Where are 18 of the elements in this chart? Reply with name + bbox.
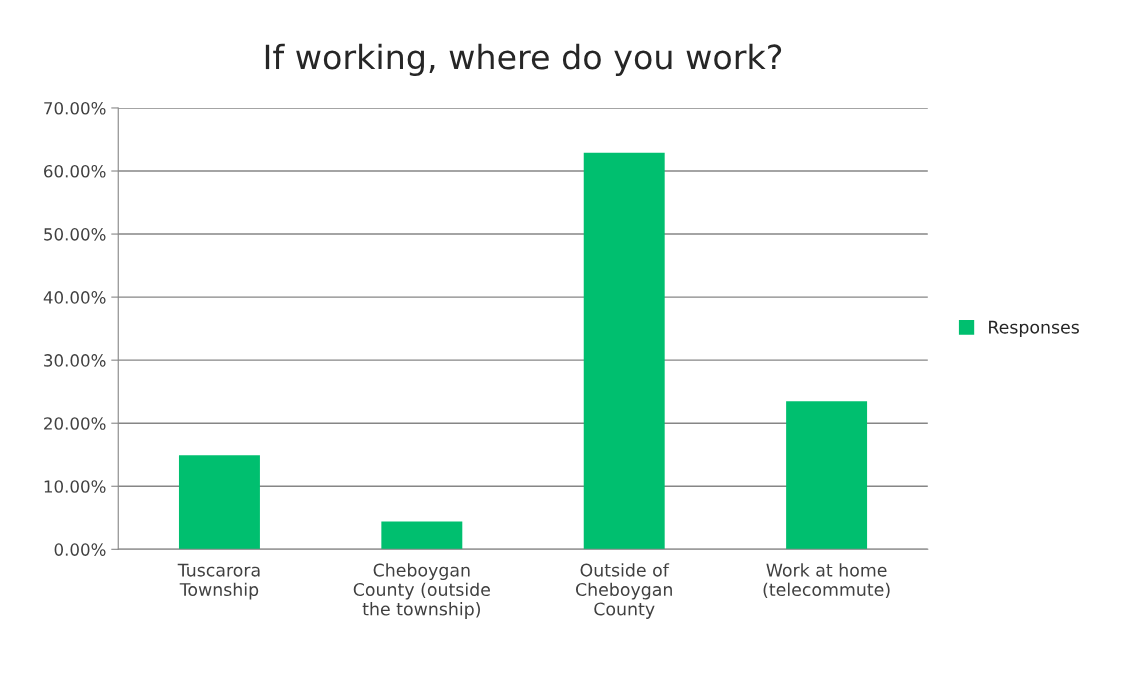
y-tick-label: 40.00% <box>43 291 106 304</box>
x-tick-label: Outside of Cheboygan County <box>575 563 672 619</box>
x-tick-label: Work at home (telecommute) <box>763 563 890 599</box>
y-tick-label: 20.00% <box>44 417 106 430</box>
y-tick-label: 30.00% <box>44 354 106 367</box>
bar <box>583 152 665 550</box>
bar <box>786 401 868 550</box>
x-tick-label: Tuscarora Township <box>177 563 260 600</box>
x-tick-label: Cheboygan County (outside the township) <box>353 563 490 619</box>
y-tick-label: 60.00% <box>44 164 106 178</box>
bar <box>178 455 260 550</box>
legend-label: Responses <box>989 320 1079 338</box>
y-tick-label: 0.00% <box>54 543 106 556</box>
chart-title: If working, where do you work? <box>265 43 782 76</box>
y-tick-label: 70.00% <box>44 101 106 115</box>
y-tick-label: 50.00% <box>44 228 106 241</box>
bar <box>381 521 463 550</box>
y-tick-label: 10.00% <box>44 480 106 493</box>
